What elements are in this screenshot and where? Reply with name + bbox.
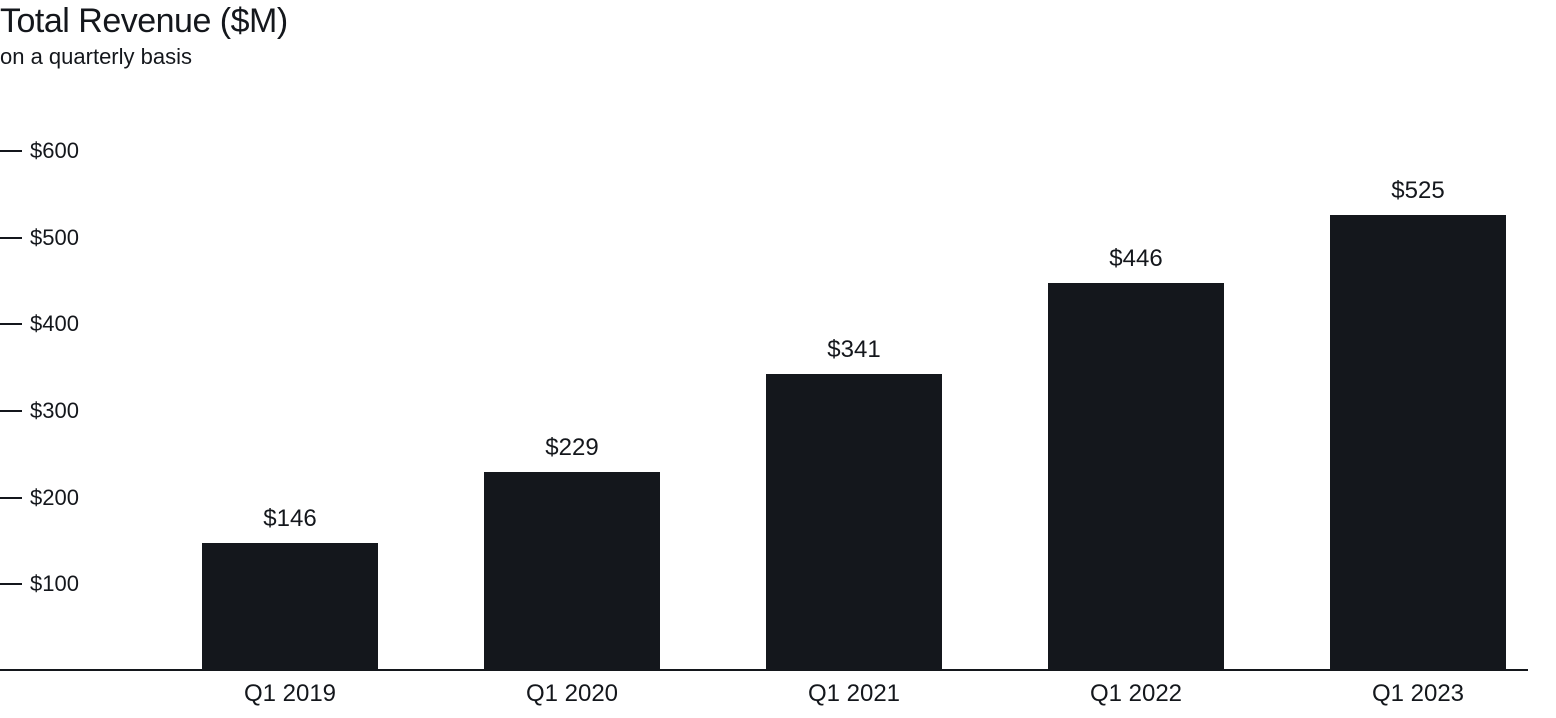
bar-value-label: $146 (263, 505, 316, 533)
x-label-q1-2020: Q1 2020 (462, 680, 682, 708)
bar-slot-q1-2021: $341 (744, 374, 964, 670)
x-label-q1-2023: Q1 2023 (1308, 680, 1528, 708)
y-tick-dash (0, 583, 22, 585)
y-tick-200: $200 (0, 485, 79, 511)
y-tick-label: $500 (30, 225, 79, 251)
y-tick-400: $400 (0, 311, 79, 337)
x-label-q1-2021: Q1 2021 (744, 680, 964, 708)
y-tick-dash (0, 323, 22, 325)
chart-subtitle: on a quarterly basis (0, 44, 192, 70)
chart-plot-area: $600 $500 $400 $300 $200 $100 $146 (0, 150, 1556, 670)
y-tick-dash (0, 237, 22, 239)
x-axis-labels: Q1 2019 Q1 2020 Q1 2021 Q1 2022 Q1 2023 (180, 680, 1528, 708)
y-tick-300: $300 (0, 398, 79, 424)
y-tick-label: $300 (30, 398, 79, 424)
y-tick-dash (0, 150, 22, 152)
bar-q1-2020 (484, 472, 660, 670)
bar-value-label: $446 (1109, 245, 1162, 273)
chart-title: Total Revenue ($M) (0, 2, 288, 41)
bar-value-label: $229 (545, 434, 598, 462)
y-tick-dash (0, 497, 22, 499)
bar-slot-q1-2019: $146 (180, 543, 400, 670)
revenue-chart: Total Revenue ($M) on a quarterly basis … (0, 0, 1556, 718)
y-tick-label: $600 (30, 138, 79, 164)
y-tick-label: $100 (30, 571, 79, 597)
bar-q1-2019 (202, 543, 378, 670)
bar-value-label: $341 (827, 336, 880, 364)
y-tick-600: $600 (0, 138, 79, 164)
bar-slot-q1-2020: $229 (462, 472, 682, 670)
bar-q1-2023 (1330, 215, 1506, 670)
y-tick-label: $400 (30, 311, 79, 337)
y-tick-100: $100 (0, 571, 79, 597)
bar-slot-q1-2022: $446 (1026, 283, 1246, 670)
y-tick-500: $500 (0, 225, 79, 251)
y-tick-label: $200 (30, 485, 79, 511)
x-label-q1-2022: Q1 2022 (1026, 680, 1246, 708)
y-tick-dash (0, 410, 22, 412)
bar-slot-q1-2023: $525 (1308, 215, 1528, 670)
chart-bars: $146 $229 $341 $446 $525 (180, 150, 1528, 670)
bar-value-label: $525 (1391, 177, 1444, 205)
bar-q1-2021 (766, 374, 942, 670)
bar-q1-2022 (1048, 283, 1224, 670)
x-label-q1-2019: Q1 2019 (180, 680, 400, 708)
